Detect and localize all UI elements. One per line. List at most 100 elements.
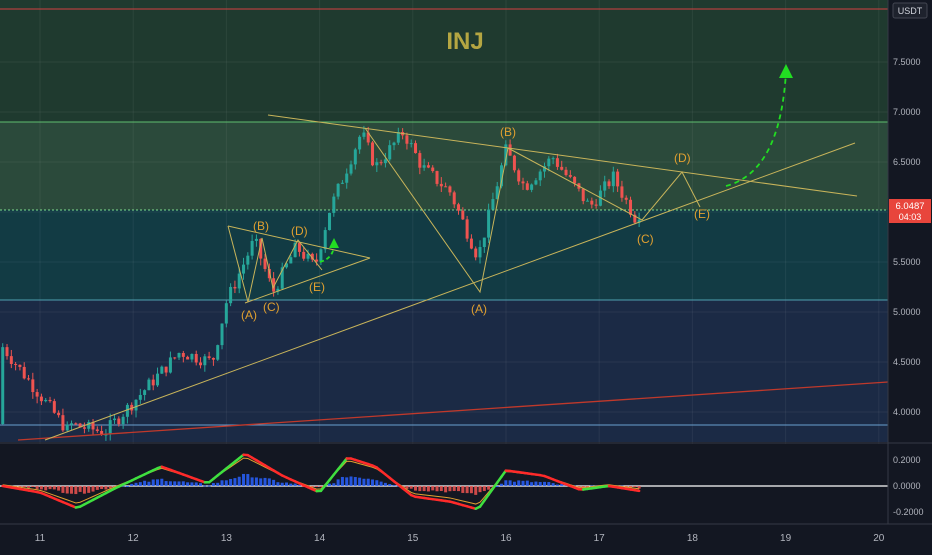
osc-bar (328, 484, 331, 486)
osc-bar (436, 486, 439, 491)
osc-bar (92, 486, 95, 492)
candle-body (23, 367, 26, 378)
osc-bar (388, 484, 391, 486)
candle-body (324, 230, 327, 249)
osc-bar (315, 486, 318, 487)
candle-body (371, 142, 374, 165)
x-tick-label: 15 (407, 533, 419, 544)
osc-bar (474, 486, 477, 495)
candle-body (156, 374, 159, 386)
candle-body (302, 252, 305, 259)
y-tick-label: 6.5000 (893, 157, 921, 167)
osc-bar (264, 478, 267, 486)
candle-body (40, 397, 43, 402)
osc-bar (418, 486, 421, 491)
candle-body (74, 423, 77, 424)
candle-body (160, 367, 163, 374)
osc-bar (66, 486, 69, 494)
candle-body (560, 167, 563, 170)
osc-bar (526, 481, 529, 486)
candle-body (573, 177, 576, 183)
candle-body (461, 211, 464, 220)
candle-body (453, 192, 456, 204)
candle-body (139, 395, 142, 400)
osc-bar (49, 486, 52, 489)
osc-bar (448, 486, 451, 491)
x-tick-label: 17 (594, 533, 606, 544)
candle-body (178, 353, 181, 358)
x-tick-label: 12 (128, 533, 140, 544)
candle-body (552, 158, 555, 159)
candle-body (590, 201, 593, 205)
candle-body (208, 356, 211, 358)
y-tick-label: 5.5000 (893, 257, 921, 267)
chart-title: INJ (446, 28, 483, 55)
osc-bar (61, 486, 64, 493)
candle-body (49, 400, 52, 401)
candle-body (190, 354, 193, 360)
osc-bar (40, 486, 43, 489)
osc-bar (83, 486, 86, 494)
candle-body (427, 165, 430, 167)
osc-bar (251, 477, 254, 486)
osc-bar (126, 486, 129, 487)
price-tag-value: 6.0487 (895, 201, 924, 212)
candle-body (470, 239, 473, 249)
candle-body (431, 168, 434, 172)
y-tick-label: 5.0000 (893, 307, 921, 317)
osc-bar (276, 482, 279, 486)
osc-bar (229, 479, 232, 486)
candle-body (556, 158, 559, 167)
y-tick-label: 4.0000 (893, 407, 921, 417)
osc-bar (178, 481, 181, 486)
candle-body (53, 401, 56, 413)
time-axis-background (0, 524, 932, 550)
candle-body (603, 181, 606, 190)
candle-body (388, 145, 391, 159)
candle-body (436, 171, 439, 184)
candle-body (122, 417, 125, 424)
candle-body (70, 423, 73, 424)
osc-bar (70, 486, 73, 494)
osc-bar (268, 478, 271, 486)
osc-bar (272, 480, 275, 486)
candle-body (238, 274, 241, 289)
x-tick-label: 14 (314, 533, 326, 544)
candle-body (522, 181, 525, 183)
osc-bar (294, 484, 297, 486)
candle-body (165, 367, 168, 373)
osc-bar (427, 486, 430, 491)
candle-body (423, 165, 426, 167)
candle-body (14, 364, 17, 365)
osc-bar (195, 482, 198, 486)
osc-bar (233, 478, 236, 486)
candle-body (491, 199, 494, 210)
candle-body (61, 415, 64, 430)
candle-body (380, 162, 383, 163)
candle-body (341, 183, 344, 184)
price-axis[interactable]: USDT 7.50007.00006.50006.00005.50005.000… (888, 0, 932, 524)
osc-bar (23, 486, 26, 487)
candle-body (117, 419, 120, 425)
osc-bar (169, 481, 172, 486)
osc-bar (281, 483, 284, 486)
candle-body (586, 201, 589, 202)
osc-bar (500, 484, 503, 486)
candle-body (595, 205, 598, 206)
candle-body (143, 390, 146, 395)
candle-body (397, 132, 400, 143)
candle-body (337, 184, 340, 197)
osc-bar (423, 486, 426, 491)
large-wave-label-b: (B) (500, 125, 516, 139)
osc-bar (375, 480, 378, 486)
osc-bar (104, 486, 107, 489)
osc-bar (212, 483, 215, 486)
osc-bar (139, 482, 142, 486)
osc-tick-label: -0.2000 (893, 507, 924, 517)
candle-body (251, 241, 254, 256)
candle-body (246, 256, 249, 265)
oscillator-pane (0, 443, 932, 524)
